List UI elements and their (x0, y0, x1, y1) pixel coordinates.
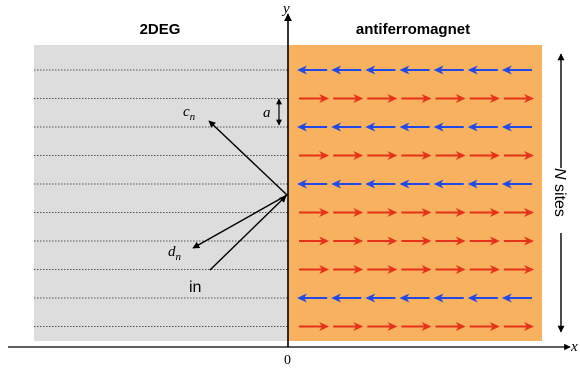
spin-left-arrow (331, 122, 362, 132)
spin-left-arrow (297, 65, 328, 75)
spin-right-arrow (469, 265, 500, 274)
spin-left-arrow (297, 179, 328, 189)
scattering-arrows (192, 120, 288, 271)
spin-right-arrow (333, 236, 364, 246)
spin-right-arrow (435, 322, 466, 331)
spin-right-arrow (435, 236, 466, 246)
spin-right-arrow (503, 236, 534, 246)
spin-right-arrow (401, 94, 432, 103)
spin-left-arrow (297, 293, 328, 303)
spin-right-arrow (503, 151, 534, 160)
spin-right-arrow (299, 236, 330, 246)
spin-right-arrow (401, 265, 432, 274)
spin-left-arrow (399, 293, 430, 303)
spin-right-arrow (469, 94, 500, 103)
spin-left-arrow (467, 122, 498, 132)
spin-right-arrow (503, 265, 534, 274)
lattice-lines (34, 69, 288, 327)
spin-right-arrow (435, 208, 466, 217)
region-title-2deg: 2DEG (140, 21, 181, 38)
spin-right-arrow (367, 151, 398, 160)
region-title-antiferromagnet: antiferromagnet (356, 21, 470, 38)
spin-left-arrow (501, 65, 532, 75)
spin-right-arrow (469, 151, 500, 160)
origin-label: 0 (284, 353, 291, 368)
spin-right-arrow (333, 208, 364, 217)
spin-left-arrow (399, 122, 430, 132)
spin-left-arrow (433, 65, 464, 75)
spin-right-arrow (435, 94, 466, 103)
spin-left-arrow (365, 65, 396, 75)
reflected-label: cn (183, 104, 196, 123)
2deg-region (34, 45, 288, 341)
antiferromagnet-region (288, 45, 542, 341)
lattice-spacing-indicator: a (263, 98, 282, 126)
x-axis-label: x (570, 339, 578, 355)
spin-right-arrow (401, 151, 432, 160)
spin-right-arrow (435, 265, 466, 274)
spin-right-arrow (333, 151, 364, 160)
spin-left-arrow (501, 179, 532, 189)
spin-right-arrow (503, 322, 534, 331)
spin-left-arrow (467, 293, 498, 303)
spin-left-arrow (365, 179, 396, 189)
spin-right-arrow (503, 94, 534, 103)
spin-left-arrow (433, 179, 464, 189)
reflected-arrow (208, 120, 288, 196)
spin-right-arrow (367, 265, 398, 274)
spin-left-arrow (331, 65, 362, 75)
spin-right-arrow (367, 94, 398, 103)
spin-right-arrow (401, 236, 432, 246)
spin-right-arrow (367, 208, 398, 217)
transmitted-label: dn (168, 244, 182, 263)
spin-right-arrow (367, 322, 398, 331)
y-axis-label: y (281, 1, 290, 17)
incoming-label: in (189, 279, 201, 296)
spin-left-arrow (399, 65, 430, 75)
spin-left-arrow (467, 65, 498, 75)
incoming-arrow (209, 195, 287, 271)
spin-left-arrow (433, 122, 464, 132)
spin-left-arrow (365, 293, 396, 303)
spin-right-arrow (469, 322, 500, 331)
spin-right-arrow (299, 208, 330, 217)
n-sites-label: N sites (551, 168, 568, 217)
spin-right-arrow (401, 208, 432, 217)
spin-right-arrow (299, 322, 330, 331)
spin-right-arrow (469, 208, 500, 217)
transmitted-arrow (192, 194, 288, 249)
spin-right-arrow (367, 236, 398, 246)
spin-right-arrow (469, 236, 500, 246)
spacing-label: a (263, 105, 271, 121)
spin-arrows (297, 65, 534, 331)
spin-left-arrow (399, 179, 430, 189)
spin-right-arrow (503, 208, 534, 217)
spin-left-arrow (501, 122, 532, 132)
spin-left-arrow (331, 179, 362, 189)
spin-left-arrow (501, 293, 532, 303)
spin-right-arrow (333, 265, 364, 274)
spin-right-arrow (333, 322, 364, 331)
spin-right-arrow (299, 94, 330, 103)
spin-right-arrow (401, 322, 432, 331)
spin-left-arrow (331, 293, 362, 303)
spin-left-arrow (297, 122, 328, 132)
spin-left-arrow (433, 293, 464, 303)
spin-right-arrow (435, 151, 466, 160)
spin-right-arrow (299, 265, 330, 274)
spin-right-arrow (299, 151, 330, 160)
spin-left-arrow (467, 179, 498, 189)
spin-left-arrow (365, 122, 396, 132)
spin-right-arrow (333, 94, 364, 103)
n-sites-indicator: N sites (551, 53, 568, 333)
